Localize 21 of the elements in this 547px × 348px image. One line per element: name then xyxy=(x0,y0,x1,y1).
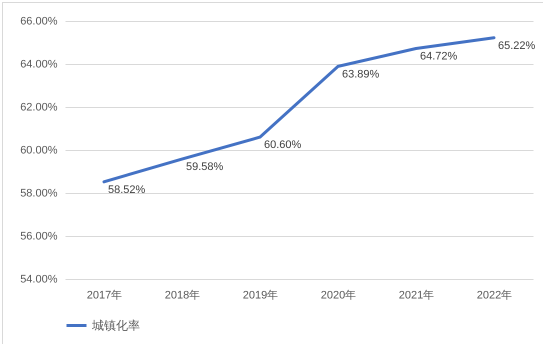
data-label: 59.58% xyxy=(186,161,224,174)
y-tick-label: 56.00% xyxy=(20,230,58,242)
x-tick-label: 2022年 xyxy=(476,290,512,302)
x-tick-label: 2020年 xyxy=(320,290,356,302)
data-label: 64.72% xyxy=(420,50,458,63)
x-tick-label: 2017年 xyxy=(86,290,122,302)
x-tick-label: 2019年 xyxy=(242,290,278,302)
y-tick-label: 66.00% xyxy=(20,16,58,28)
data-label: 60.60% xyxy=(264,139,302,152)
y-tick-label: 54.00% xyxy=(20,274,58,286)
line-series xyxy=(102,36,496,184)
y-tick-label: 58.00% xyxy=(20,188,58,200)
y-tick-label: 64.00% xyxy=(20,58,58,70)
data-label: 63.89% xyxy=(342,68,380,80)
data-label: 58.52% xyxy=(108,184,146,196)
legend-label: 城镇化率 xyxy=(91,318,140,332)
data-label: 65.22% xyxy=(498,40,536,52)
y-tick-label: 62.00% xyxy=(20,102,58,114)
x-tick-label: 2021年 xyxy=(398,290,434,302)
y-tick-label: 60.00% xyxy=(20,144,58,156)
x-tick-label: 2018年 xyxy=(164,290,200,302)
